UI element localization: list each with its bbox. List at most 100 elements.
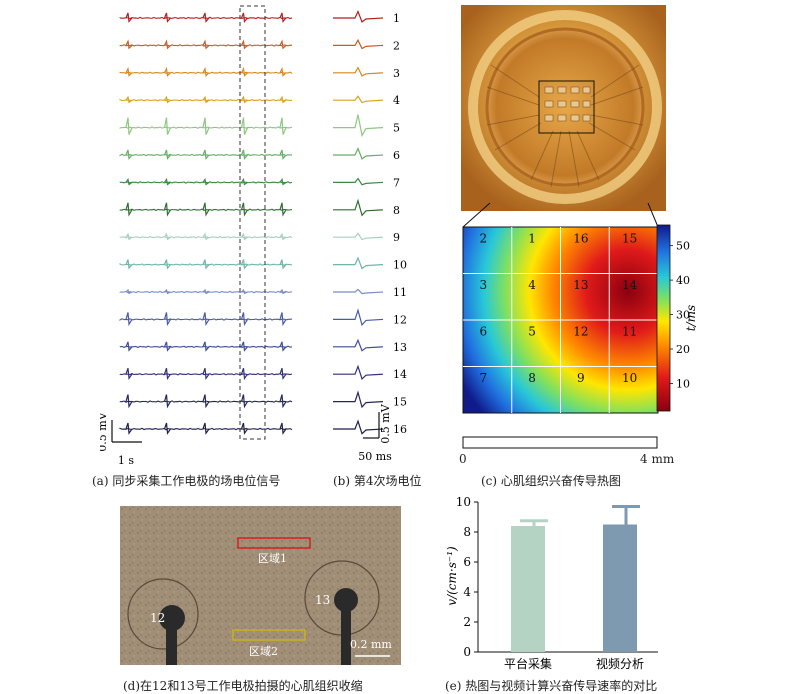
spike-12-2 [163,312,172,327]
spike-1-4 [240,12,248,23]
heat-cell-3: 3 [480,278,488,292]
heat-cell-16: 16 [573,231,588,245]
zoom-region [538,80,595,134]
trace-8 [119,208,293,212]
spike-2-3 [202,39,210,50]
spike-2-5 [279,39,287,50]
y-tick-label-10: 10 [456,495,471,509]
spike-1-2 [163,12,171,23]
y-tick-label-0: 0 [463,645,471,659]
spike-4-3 [202,95,210,104]
heat-cell-15: 15 [622,231,637,245]
spike-8-1 [125,202,133,217]
length-scalebar-d-label: 0.2 mm [350,638,392,651]
spike-16-2 [163,422,171,435]
spike-11-1 [125,288,133,295]
spike-2-1 [125,39,133,50]
spike-2-2 [163,39,171,50]
heat-cell-9: 9 [577,371,585,385]
spike-5-1 [125,117,133,135]
electrode-label-5: 5 [393,122,400,135]
electrode-label-14: 14 [393,368,407,381]
colorbar-label: t/ms [684,305,698,331]
scale-min-label: 0 [459,452,467,466]
heat-cell-4: 4 [528,278,536,292]
y-tick-label-6: 6 [463,555,471,569]
spike-12-4 [240,312,249,327]
heat-cell-13: 13 [573,278,588,292]
electrode-label-2: 2 [393,39,400,52]
spike-8-5 [279,202,287,217]
spike-1-5 [279,12,287,23]
spike-12-1 [125,312,133,327]
potential-6 [333,146,384,160]
electrode-12-well [127,578,199,650]
electrode-label-1: 1 [393,12,400,25]
region-1-box [237,537,311,549]
potential-7 [333,177,384,186]
heat-cell-1: 1 [528,231,536,245]
heat-cell-6: 6 [480,324,488,338]
bar-1 [511,526,545,652]
cbar-tick-label-10: 10 [676,377,690,390]
potential-11 [333,288,384,295]
spike-6-2 [163,149,171,160]
category-label-1: 平台采集 [504,656,552,671]
electrode-label-15: 15 [393,396,407,409]
spike-11-3 [202,288,210,295]
potential-5 [333,114,384,138]
spike-8-2 [163,202,172,217]
electrode-label-9: 9 [393,231,400,244]
electrode-label-16: 16 [393,423,407,436]
spike-13-1 [125,341,133,352]
electrode-13-label: 13 [315,593,330,607]
spike-1-1 [125,12,133,23]
spike-11-5 [279,288,287,295]
electrode-label-7: 7 [393,176,400,189]
time-scalebar-label: 1 s [118,454,134,467]
spike-6-5 [279,149,287,160]
electrode-label-4: 4 [393,94,400,107]
spike-3-1 [125,66,133,77]
zoom-connector-right [647,202,659,228]
spike-13-3 [202,341,210,352]
heat-cell-14: 14 [622,278,638,292]
electrode-12-label: 12 [150,611,165,625]
spike-6-1 [125,149,133,160]
spike-9-4 [241,232,248,241]
potential-4 [333,95,384,104]
spike-8-3 [202,202,210,217]
potential-14 [333,364,384,380]
colorbar [656,224,671,412]
spike-7-1 [125,177,133,186]
caption-b: (b) 第4次场电位 [333,474,422,488]
electrode-label-13: 13 [393,341,407,354]
electrode-label-8: 8 [393,204,400,217]
caption-e: (e) 热图与视频计算兴奋传导速率的对比 [445,679,658,693]
region-2-box [232,629,306,641]
region-1-label: 区域1 [258,552,287,565]
spike-7-4 [241,177,248,186]
category-label-2: 视频分析 [596,656,644,671]
spike-13-2 [163,341,171,352]
electrode-label-10: 10 [393,259,407,272]
spike-5-2 [163,117,172,135]
spike-4-5 [279,95,287,104]
spike-16-5 [279,422,287,435]
trace-2 [119,44,293,47]
voltage-scalebar-b-label: 0.5 mV [379,403,392,443]
potential-1 [333,9,384,23]
heat-cell-10: 10 [622,371,637,385]
scale-max-label: 4 mm [640,452,675,466]
caption-d: (d)在12和13号工作电极拍摄的心肌组织收缩 [123,679,363,693]
trace-14 [119,372,293,376]
y-tick-label-4: 4 [463,585,471,599]
spike-6-3 [202,149,210,160]
voltage-scalebar-label: 0.5 mV [100,411,109,451]
field-potential-traces: 0.5 mV 1 s [100,5,293,467]
heat-cell-11: 11 [622,324,637,338]
electrode-label-6: 6 [393,149,400,162]
heat-cell-5: 5 [528,324,536,338]
activation-heatmap-panel: 2 1 16 15 3 4 13 14 6 5 12 11 7 8 9 10 10 20 30 40 50 t/ms [462,202,698,449]
